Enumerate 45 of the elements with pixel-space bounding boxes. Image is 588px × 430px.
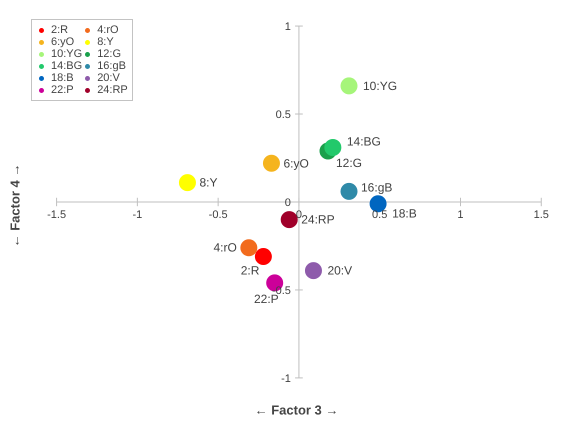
point bbox=[254, 248, 272, 266]
point bbox=[178, 174, 196, 192]
legend-label: 2:R bbox=[51, 24, 70, 36]
text: 24:RP bbox=[301, 212, 335, 227]
point bbox=[340, 77, 358, 94]
x-tick-label: -1.5 bbox=[47, 208, 66, 221]
y-axis-title: ← Factor 4 → bbox=[8, 164, 22, 248]
text: 6:yO bbox=[283, 156, 309, 170]
text: 18:B bbox=[392, 206, 417, 221]
text: 4:rO bbox=[214, 240, 237, 255]
x-tick-label: -1 bbox=[132, 208, 142, 221]
point bbox=[324, 138, 342, 156]
legend-label: 16:gB bbox=[97, 60, 126, 72]
text: 8:Y bbox=[199, 176, 218, 190]
point bbox=[262, 154, 280, 172]
legend-label: 18:B bbox=[51, 72, 74, 84]
x-tick-label: 0 bbox=[296, 208, 302, 221]
y-tick-label: 0 bbox=[284, 196, 291, 209]
x-tick-label: 0.5 bbox=[372, 208, 388, 221]
x-tick-label: -0.5 bbox=[208, 208, 228, 221]
legend-label: 14:BG bbox=[51, 60, 82, 72]
legend-label: 22:P bbox=[51, 84, 74, 96]
legend-label: 4:rO bbox=[97, 24, 119, 36]
point bbox=[340, 182, 358, 200]
text: 20:V bbox=[327, 264, 352, 278]
legend-label: 8:Y bbox=[97, 36, 115, 48]
x-tick-label: 1.5 bbox=[534, 208, 549, 221]
x-axis-title: ← Factor 3 → bbox=[254, 402, 338, 418]
y-tick-label: 1 bbox=[284, 21, 291, 34]
x-tick-label: 1 bbox=[457, 208, 464, 221]
legend-label: 24:RP bbox=[97, 84, 128, 96]
point bbox=[280, 211, 298, 228]
legend-label: 6:yO bbox=[51, 36, 74, 48]
text: 2:R bbox=[240, 264, 260, 278]
legend-label: 20:V bbox=[97, 72, 120, 84]
point bbox=[240, 239, 258, 256]
text: 12:G bbox=[336, 156, 362, 170]
y-tick-label: 0.5 bbox=[276, 109, 291, 122]
y-tick-label: -1 bbox=[281, 372, 291, 385]
text: 14:BG bbox=[346, 134, 381, 148]
legend-label: 12:G bbox=[97, 48, 122, 60]
text: 10:YG bbox=[363, 78, 398, 93]
text: 16:gB bbox=[361, 180, 392, 194]
point bbox=[304, 262, 322, 280]
legend-label: 10:YG bbox=[51, 48, 82, 60]
